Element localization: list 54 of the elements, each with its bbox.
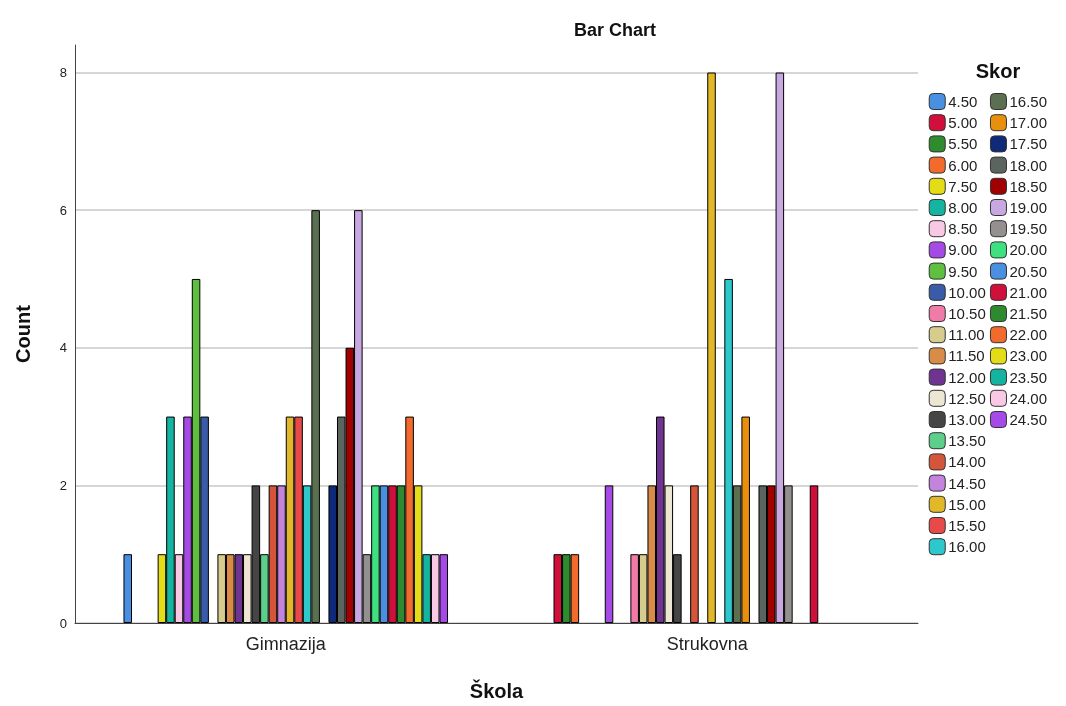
- legend-label: 21.00: [1009, 283, 1048, 301]
- y-tick-label: 2: [59, 477, 67, 493]
- legend-label: 24.00: [1009, 389, 1048, 407]
- bar: [707, 72, 716, 623]
- legend-label: 21.50: [1009, 305, 1048, 322]
- legend-title: Skor: [975, 60, 1021, 82]
- legend-label: 24.50: [1009, 411, 1048, 428]
- legend-label: 13.50: [948, 432, 986, 450]
- legend-label: 15.50: [948, 517, 986, 534]
- legend-label: 19.00: [1009, 199, 1048, 216]
- legend-label: 9.00: [948, 241, 978, 259]
- legend-label: 16.00: [948, 538, 986, 556]
- legend-label: 20.50: [1009, 262, 1048, 280]
- legend-label: 8.50: [948, 220, 978, 238]
- y-tick-label: 0: [59, 615, 67, 631]
- legend-label: 15.00: [948, 495, 986, 513]
- legend-label: 9.50: [948, 262, 978, 280]
- bar: [604, 485, 614, 623]
- legend-label: 14.50: [948, 474, 986, 492]
- legend-label: 19.50: [1009, 220, 1048, 238]
- legend-label: 5.50: [948, 135, 978, 153]
- legend-label: 4.50: [948, 93, 978, 110]
- legend-label: 16.50: [1009, 93, 1048, 110]
- legend-label: 6.00: [948, 156, 978, 174]
- legend-label: 23.50: [1009, 368, 1048, 386]
- legend-label: 14.00: [948, 453, 986, 471]
- legend-label: 5.00: [948, 114, 978, 132]
- legend-label: 7.50: [948, 177, 978, 195]
- x-tick-label: Strukovna: [666, 634, 749, 654]
- y-tick-label: 8: [59, 65, 67, 81]
- chart-title: Bar Chart: [573, 20, 657, 40]
- legend-label: 23.00: [1009, 347, 1048, 365]
- x-axis-title: Škola: [469, 679, 525, 702]
- y-tick-label: 6: [59, 202, 67, 218]
- legend-label: 22.00: [1009, 326, 1048, 344]
- legend-label: 20.00: [1009, 241, 1048, 259]
- bar: [690, 485, 699, 623]
- legend-label: 17.50: [1009, 135, 1048, 153]
- y-axis-title: Count: [12, 304, 34, 363]
- y-tick-label: 4: [59, 340, 67, 356]
- legend-label: 11.00: [948, 326, 985, 344]
- bar: [809, 485, 819, 623]
- x-tick-label: Gimnazija: [245, 634, 327, 654]
- legend-label: 13.00: [948, 411, 986, 428]
- legend-label: 12.50: [948, 389, 986, 407]
- legend-label: 18.50: [1009, 177, 1048, 195]
- bar: [123, 554, 133, 623]
- legend-label: 10.50: [948, 305, 986, 322]
- legend-label: 8.00: [948, 199, 978, 216]
- legend-label: 10.00: [948, 283, 986, 301]
- legend-label: 18.00: [1009, 156, 1048, 174]
- legend-label: 12.00: [948, 368, 986, 386]
- legend-label: 11.50: [948, 347, 985, 365]
- legend-label: 17.00: [1009, 114, 1048, 132]
